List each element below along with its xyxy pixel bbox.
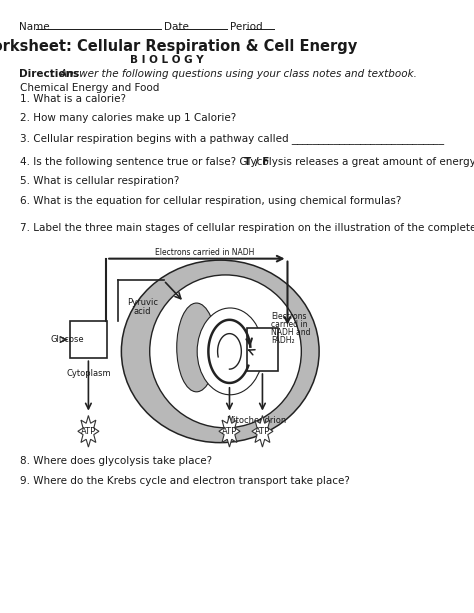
- Polygon shape: [252, 416, 273, 447]
- Text: carried in: carried in: [271, 320, 308, 329]
- Text: T / F: T / F: [244, 157, 269, 167]
- Text: 5. What is cellular respiration?: 5. What is cellular respiration?: [20, 176, 179, 186]
- Text: :  Answer the following questions using your class notes and textbook.: : Answer the following questions using y…: [49, 69, 416, 79]
- Polygon shape: [219, 416, 240, 447]
- Ellipse shape: [177, 303, 216, 392]
- Text: Electrons carried in NADH: Electrons carried in NADH: [155, 248, 255, 257]
- Text: Pyruvic: Pyruvic: [127, 298, 158, 307]
- Text: 2. How many calories make up 1 Calorie?: 2. How many calories make up 1 Calorie?: [20, 113, 236, 123]
- Text: Name: Name: [18, 22, 49, 32]
- Text: Worksheet: Cellular Respiration & Cell Energy: Worksheet: Cellular Respiration & Cell E…: [0, 39, 357, 54]
- Text: 6. What is the equation for cellular respiration, using chemical formulas?: 6. What is the equation for cellular res…: [20, 196, 401, 205]
- Text: 4. Is the following sentence true or false? Glycolysis releases a great amount o: 4. Is the following sentence true or fal…: [20, 157, 474, 167]
- Text: B I O L O G Y: B I O L O G Y: [130, 55, 204, 66]
- Text: Directions: Directions: [18, 69, 79, 79]
- Polygon shape: [78, 416, 99, 447]
- Text: Electrons: Electrons: [271, 312, 307, 321]
- Ellipse shape: [197, 308, 263, 395]
- Text: 3. Cellular respiration begins with a pathway called ___________________________: 3. Cellular respiration begins with a pa…: [20, 134, 444, 144]
- Text: ATP: ATP: [222, 427, 237, 436]
- Ellipse shape: [121, 260, 319, 443]
- Text: 9. Where do the Krebs cycle and electron transport take place?: 9. Where do the Krebs cycle and electron…: [20, 476, 350, 485]
- Text: acid: acid: [134, 307, 151, 316]
- Text: NADH and: NADH and: [271, 328, 310, 337]
- Text: Period: Period: [230, 22, 263, 32]
- Text: 7. Label the three main stages of cellular respiration on the illustration of th: 7. Label the three main stages of cellul…: [20, 223, 474, 233]
- Text: 8. Where does glycolysis take place?: 8. Where does glycolysis take place?: [20, 456, 212, 466]
- Text: ATP: ATP: [255, 427, 270, 436]
- FancyBboxPatch shape: [70, 321, 107, 358]
- Text: Date: Date: [164, 22, 189, 32]
- Text: Cytoplasm: Cytoplasm: [66, 369, 111, 378]
- Text: Glucose: Glucose: [51, 335, 84, 344]
- Text: FADH₂: FADH₂: [271, 335, 295, 345]
- Text: Chemical Energy and Food: Chemical Energy and Food: [20, 83, 159, 93]
- Text: 1. What is a calorie?: 1. What is a calorie?: [20, 94, 126, 104]
- Text: ATP: ATP: [81, 427, 96, 436]
- FancyBboxPatch shape: [247, 328, 278, 371]
- Ellipse shape: [150, 275, 301, 428]
- Text: Mitochondrion: Mitochondrion: [226, 416, 286, 425]
